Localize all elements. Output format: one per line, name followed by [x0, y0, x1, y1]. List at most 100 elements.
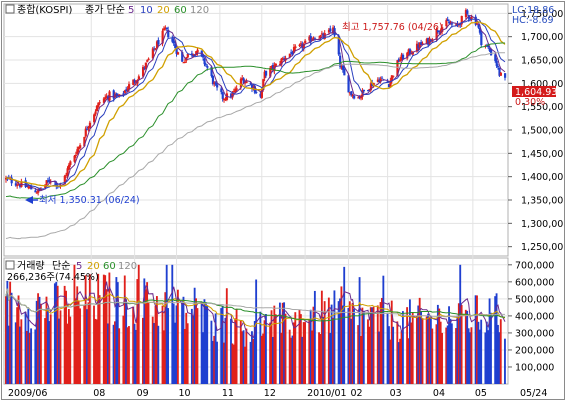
candle-body	[348, 92, 352, 94]
candle-body	[435, 29, 438, 40]
candle-body	[478, 27, 482, 33]
candle-body	[214, 82, 217, 85]
price-y-tick-label: 1,350,00	[521, 196, 563, 207]
volume-bar	[45, 296, 48, 384]
candle-body	[216, 84, 219, 88]
volume-bar	[504, 338, 506, 384]
candle-body	[231, 93, 234, 98]
volume-bar	[186, 323, 189, 384]
x-tick-label: 2010/01	[307, 388, 346, 399]
price-panel-title: 종합(KOSPI)	[17, 4, 73, 16]
candle-body	[389, 80, 392, 87]
volume-bar	[102, 274, 105, 384]
volume-bar	[330, 304, 333, 384]
volume-y-tick-label: 500,000	[515, 294, 554, 305]
volume-bar	[17, 295, 20, 384]
price-legend-prefix: 종가 단순	[85, 4, 125, 16]
candle-body	[137, 76, 140, 80]
volume-bar	[181, 301, 183, 384]
candle-body	[161, 30, 164, 44]
candle-body	[358, 97, 361, 99]
candle-body	[155, 41, 159, 49]
candle-body	[427, 38, 430, 45]
volume-bar	[125, 299, 128, 384]
current-price-marker: 1,604.93 0.30%	[512, 86, 557, 108]
volume-bar	[105, 289, 108, 384]
volume-bar	[164, 292, 167, 384]
candle-body	[329, 28, 332, 32]
volume-bar	[259, 311, 262, 384]
volume-panel-title: 거래량	[17, 260, 45, 272]
volume-bar	[242, 330, 245, 384]
volume-bar	[294, 312, 297, 384]
volume-bar	[446, 325, 449, 384]
volume-bar	[230, 318, 232, 384]
candle-body	[58, 186, 61, 188]
volume-bar	[488, 298, 491, 384]
volume-bar	[274, 314, 277, 384]
price-panel-toggle-box[interactable]	[5, 4, 15, 14]
volume-bar	[132, 306, 135, 384]
volume-bar	[415, 315, 418, 384]
candle-body	[351, 95, 354, 97]
candle-body	[274, 63, 277, 66]
volume-bar	[235, 308, 238, 384]
volume-bar	[165, 264, 168, 384]
volume-bar	[351, 302, 354, 384]
candle-body	[504, 73, 507, 78]
price-legend: 종합(KOSPI) 종가 단순 5 10 20 60 120	[5, 4, 209, 16]
volume-bar	[376, 305, 379, 384]
volume-y-axis: 700,000 600,000 500,000 400,000 300,000 200,0…	[508, 260, 554, 373]
volume-bar	[435, 324, 438, 384]
volume-bar	[368, 326, 371, 384]
candle-body	[105, 96, 108, 98]
volume-bar	[425, 316, 428, 384]
lc-label: LC:18.86	[512, 5, 554, 16]
candle-body	[10, 177, 13, 184]
volume-bar	[417, 305, 420, 384]
volume-bar	[69, 316, 72, 384]
volume-bar	[487, 330, 490, 384]
volume-bar	[171, 264, 174, 384]
candle-body	[165, 27, 168, 29]
candle-body	[436, 30, 440, 33]
volume-ma20-line	[5, 288, 506, 327]
candle-body	[400, 54, 403, 60]
candle-body	[387, 84, 391, 87]
candle-body	[153, 48, 156, 50]
price-y-tick-label: 1,750,00	[521, 9, 563, 20]
volume-bar	[25, 330, 28, 384]
legend-ma120: 120	[190, 5, 209, 16]
volume-bar	[263, 320, 266, 384]
candle-body	[429, 39, 433, 42]
candle-body	[418, 42, 421, 48]
candle-body	[487, 44, 490, 48]
volume-bar	[161, 305, 164, 384]
candle-body	[87, 127, 90, 129]
volume-bar	[114, 321, 116, 384]
candle-body	[332, 27, 335, 34]
candle-body	[270, 66, 273, 68]
candle-body	[221, 92, 224, 99]
candle-body	[448, 21, 451, 24]
volume-bar	[348, 301, 351, 384]
volume-bar	[379, 302, 382, 384]
candle-body	[474, 16, 477, 25]
volume-bar	[421, 318, 424, 384]
volume-bar	[153, 322, 156, 384]
candle-body	[210, 66, 213, 77]
candle-body	[357, 97, 360, 99]
moving-average-lines	[5, 14, 506, 240]
volume-panel-toggle-box[interactable]	[5, 260, 15, 270]
volume-bar	[411, 312, 414, 384]
volume-bar	[49, 314, 52, 384]
volume-bar	[35, 300, 38, 384]
current-price-value: 1,604.93	[515, 87, 557, 98]
candle-body	[299, 43, 303, 45]
candle-body	[337, 36, 340, 55]
volume-bar	[408, 299, 411, 384]
volume-bar	[73, 264, 76, 384]
high-annotation: 최고 1,757.76 (04/26)	[342, 22, 443, 33]
price-y-axis: 1,750,00 1,700,00 1,650,00 1,600,00 1,550,00…	[508, 9, 563, 253]
